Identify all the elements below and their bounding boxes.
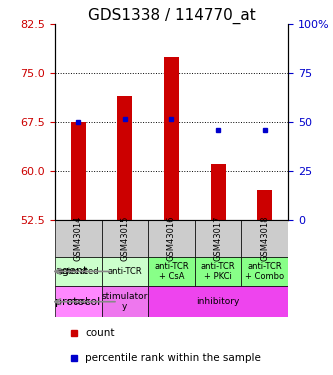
Bar [102,257,148,286]
Text: anti-TCR: anti-TCR [108,267,142,276]
Bar [55,286,102,317]
Bar [148,257,195,286]
Bar [211,164,225,220]
Bar [71,122,86,220]
Text: anti-TCR
+ PKCi: anti-TCR + PKCi [201,262,235,281]
Text: inhibitory: inhibitory [196,297,240,306]
Text: GSM43016: GSM43016 [167,216,176,261]
Text: untreated: untreated [57,267,99,276]
Text: agent: agent [55,266,87,276]
Text: mock: mock [66,297,91,306]
Bar [241,220,288,257]
Text: anti-TCR
+ CsA: anti-TCR + CsA [154,262,189,281]
Bar [148,286,288,317]
Bar [102,286,148,317]
Bar [55,220,102,257]
Bar [195,220,241,257]
Text: GSM43017: GSM43017 [213,216,223,261]
Bar [257,190,272,220]
Text: stimulator
y: stimulator y [102,292,148,311]
Title: GDS1338 / 114770_at: GDS1338 / 114770_at [88,8,255,24]
Text: anti-TCR
+ Combo: anti-TCR + Combo [245,262,284,281]
Bar [241,257,288,286]
Text: count: count [85,328,115,338]
Bar [118,96,132,220]
Bar [102,220,148,257]
Bar [148,220,195,257]
Text: protocol: protocol [55,297,100,307]
Bar [164,57,179,220]
Text: GSM43018: GSM43018 [260,216,269,261]
Text: GSM43015: GSM43015 [120,216,130,261]
Bar [195,257,241,286]
Text: percentile rank within the sample: percentile rank within the sample [85,352,261,363]
Text: GSM43014: GSM43014 [74,216,83,261]
Bar [55,257,102,286]
